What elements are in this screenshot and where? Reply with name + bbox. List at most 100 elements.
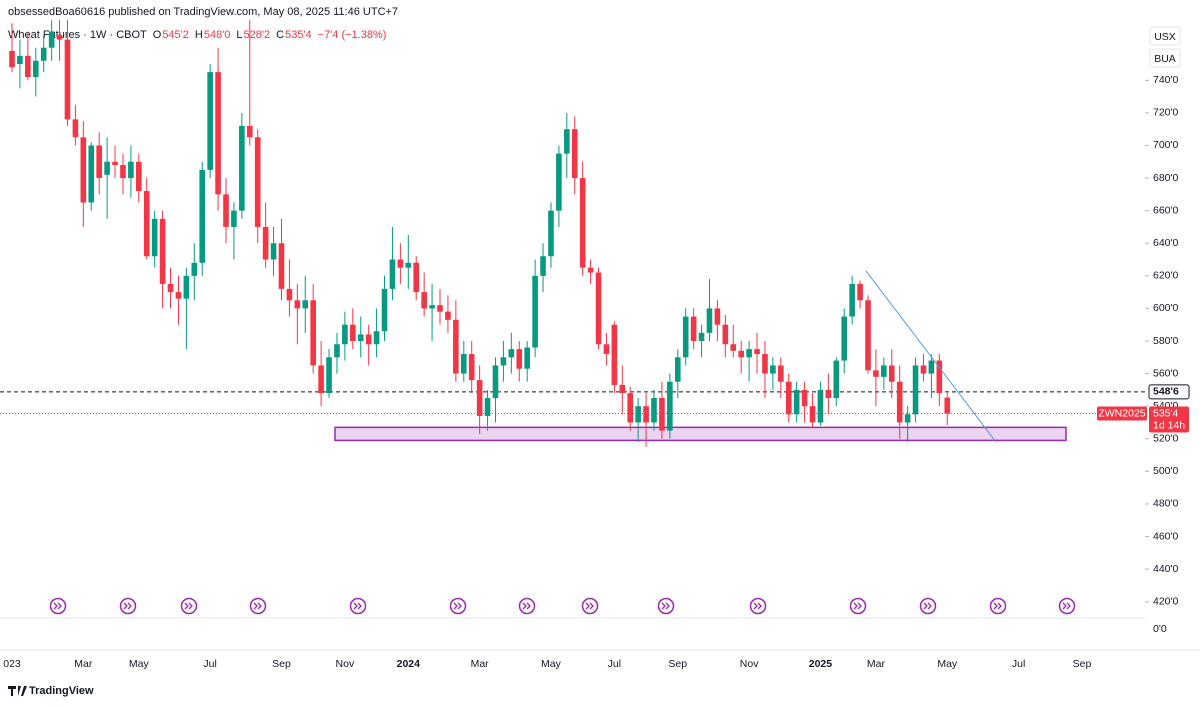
event-arrow [522,602,531,610]
candle-body [817,389,824,423]
symbol-title: Wheat Futures · 1W · CBOT [8,29,147,41]
y-tick-label: 660'0 [1153,204,1179,216]
candle-body [143,191,150,257]
event-arrow [184,602,193,610]
x-tick-label: Mar [867,658,886,670]
event-marker[interactable] [1058,597,1076,615]
candle-body [191,262,198,276]
candle-body [373,331,380,345]
x-tick-label: Sep [668,658,687,670]
candle-body [500,357,507,366]
y-tick-label: 580'0 [1153,335,1179,347]
candle-body [540,256,546,276]
event-circle [249,597,267,615]
candle-body [865,300,871,371]
event-arrow [585,602,594,610]
event-circle [518,597,536,615]
candle-body [64,39,71,120]
candle-body [857,283,863,301]
candle-body [754,349,760,355]
x-tick-label: Mar [74,658,93,670]
event-circle [180,597,198,615]
candle-body [833,360,840,399]
change: −7'4 (−1.38%) [318,29,387,41]
event-circle [49,597,67,615]
candle-body [40,47,47,61]
event-arrow [53,602,62,610]
event-marker[interactable] [249,597,267,615]
candle-body [595,272,602,345]
legend-key: C [276,29,284,41]
candle-body [587,267,594,273]
legend-value: 528'2 [244,29,271,41]
event-circle [349,597,367,615]
y-tick-label: 560'0 [1153,367,1179,379]
candle-body [342,324,348,345]
candle-body [841,316,848,361]
candle-body [167,283,174,293]
candle-body [746,349,752,358]
candle-body [381,288,388,332]
candle-body [365,334,372,345]
legend-key: O [153,29,162,41]
y-tick-label: 500'0 [1153,465,1179,477]
candle-body [468,354,475,381]
event-marker[interactable] [349,597,367,615]
y-tick-label: 720'0 [1153,107,1179,119]
candle-body [516,349,523,369]
candle-body [159,218,166,284]
event-marker[interactable] [919,597,937,615]
unit-box[interactable] [1149,48,1181,68]
candle-body [809,406,816,423]
candle-body [667,381,673,431]
candle-body [183,275,190,299]
event-marker[interactable] [581,597,599,615]
candle-body [32,60,39,78]
y-tick-label: 440'0 [1153,563,1179,575]
candle-body [674,357,681,382]
publish-info: obsessedBoa60616 published on TradingVie… [8,6,398,18]
countdown: 1d 14h [1153,419,1185,431]
event-arrow [853,602,862,610]
event-marker[interactable] [49,597,67,615]
x-tick-label: 2024 [397,658,421,670]
x-tick-label: Jul [608,658,621,670]
event-marker[interactable] [749,597,767,615]
event-circle [989,597,1007,615]
candle-body [151,218,158,257]
candle-body [484,398,491,416]
event-marker[interactable] [657,597,675,615]
candle-body [413,262,420,293]
candle-body [350,324,356,341]
event-marker[interactable] [119,597,137,615]
event-marker[interactable] [180,597,198,615]
footer-logo[interactable]: TradingView [8,685,94,697]
candle-body [120,165,126,179]
candle-body [405,262,412,268]
event-circle [581,597,599,615]
event-marker[interactable] [518,597,536,615]
candle-body [302,300,309,309]
x-tick-label: 023 [3,658,21,670]
candle-body [635,406,641,423]
trendline [865,270,997,443]
event-arrow [753,602,762,610]
candle-body [136,161,142,192]
candle-body [199,169,206,263]
candle-body [215,72,221,195]
candle-body [17,55,23,64]
event-marker[interactable] [449,597,467,615]
event-marker[interactable] [989,597,1007,615]
x-tick-label: Sep [272,658,291,670]
event-marker[interactable] [849,597,867,615]
event-arrow [253,602,262,610]
candle-body [532,275,538,348]
symbol-tag-box [1097,406,1147,421]
price-label-box [1149,406,1189,433]
candle-body [619,384,626,394]
currency-box[interactable] [1149,26,1181,46]
legend-value: 535'4 [285,29,312,41]
x-tick-label: Nov [336,658,355,670]
event-circle [657,597,675,615]
